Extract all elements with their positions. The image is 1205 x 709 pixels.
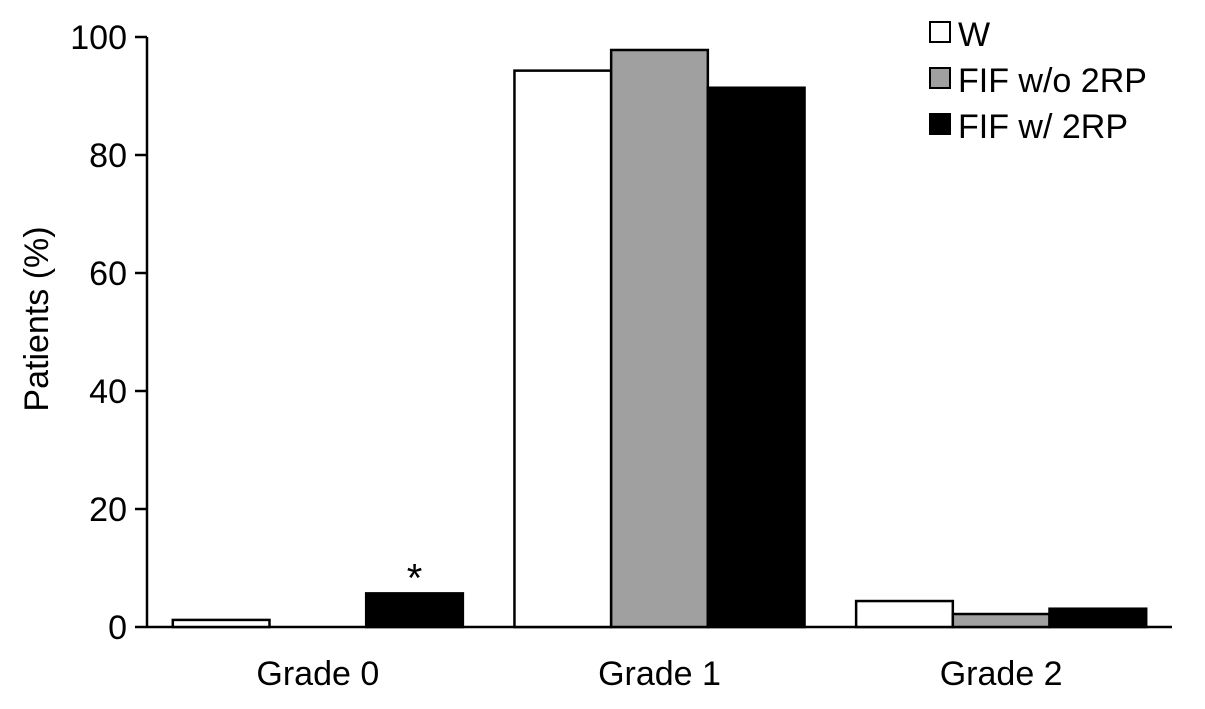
- bar-1-2: [706, 86, 806, 629]
- legend: W FIF w/o 2RP FIF w/ 2RP: [929, 16, 1147, 146]
- bar-0-0: [171, 618, 271, 629]
- legend-label: W: [958, 16, 990, 54]
- bar-1-0: [513, 69, 613, 629]
- bar-2-1: [951, 612, 1051, 629]
- annotations: *: [407, 556, 423, 600]
- y-tick-label: 20: [89, 491, 127, 529]
- x-tick-label: Grade 1: [598, 655, 721, 693]
- y-tick-label: 80: [89, 137, 127, 175]
- x-tick-label: Grade 2: [940, 655, 1063, 693]
- bars: [171, 48, 1148, 629]
- legend-label: FIF w/o 2RP: [958, 62, 1147, 100]
- x-tick-label: Grade 0: [256, 655, 379, 693]
- legend-label: FIF w/ 2RP: [958, 108, 1128, 146]
- legend-swatch: [929, 67, 951, 89]
- x-axis: Grade 0 Grade 1 Grade 2: [147, 625, 1172, 693]
- y-axis-title: Patients (%): [18, 226, 56, 411]
- legend-swatch: [929, 21, 951, 43]
- legend-swatch: [929, 113, 951, 135]
- bar-0-2: [364, 592, 465, 629]
- significance-marker: *: [407, 556, 423, 600]
- y-tick-label: 60: [89, 255, 127, 293]
- bar-2-0: [854, 599, 955, 629]
- y-axis: 0 20 40 60 80 100: [70, 19, 149, 647]
- y-tick-label: 0: [108, 609, 127, 647]
- bar-1-1: [609, 48, 710, 629]
- y-tick-label: 40: [89, 373, 127, 411]
- y-tick-label: 100: [70, 19, 127, 57]
- bar-2-2: [1048, 607, 1148, 629]
